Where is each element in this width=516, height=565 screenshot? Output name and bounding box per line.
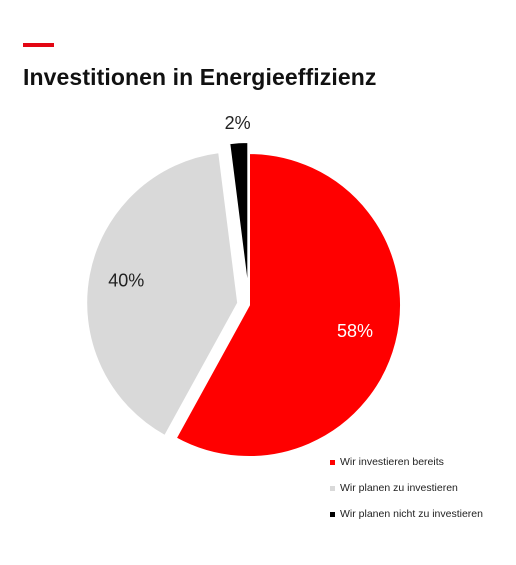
legend-item-1: Wir investieren bereits <box>330 455 483 469</box>
pie-slice-2 <box>85 151 240 438</box>
legend-swatch <box>330 511 335 517</box>
pie-slice-3 <box>228 141 250 295</box>
slice-label-2: 40% <box>108 270 144 290</box>
legend-label: Wir planen nicht zu investieren <box>340 508 483 520</box>
legend-label: Wir investieren bereits <box>340 456 444 468</box>
legend-swatch <box>330 459 335 465</box>
legend-item-3: Wir planen nicht zu investieren <box>330 507 483 521</box>
slice-label-3: 2% <box>225 113 251 133</box>
legend-item-2: Wir planen zu investieren <box>330 481 483 495</box>
chart-title: Investitionen in Energieeffizienz <box>23 64 377 90</box>
chart-legend: Wir investieren bereits Wir planen zu inv… <box>330 455 483 533</box>
accent-bar <box>23 43 54 47</box>
legend-swatch <box>330 485 335 491</box>
pie-slice-1 <box>174 151 402 458</box>
legend-label: Wir planen zu investieren <box>340 482 458 494</box>
slice-label-1: 58% <box>337 321 373 341</box>
